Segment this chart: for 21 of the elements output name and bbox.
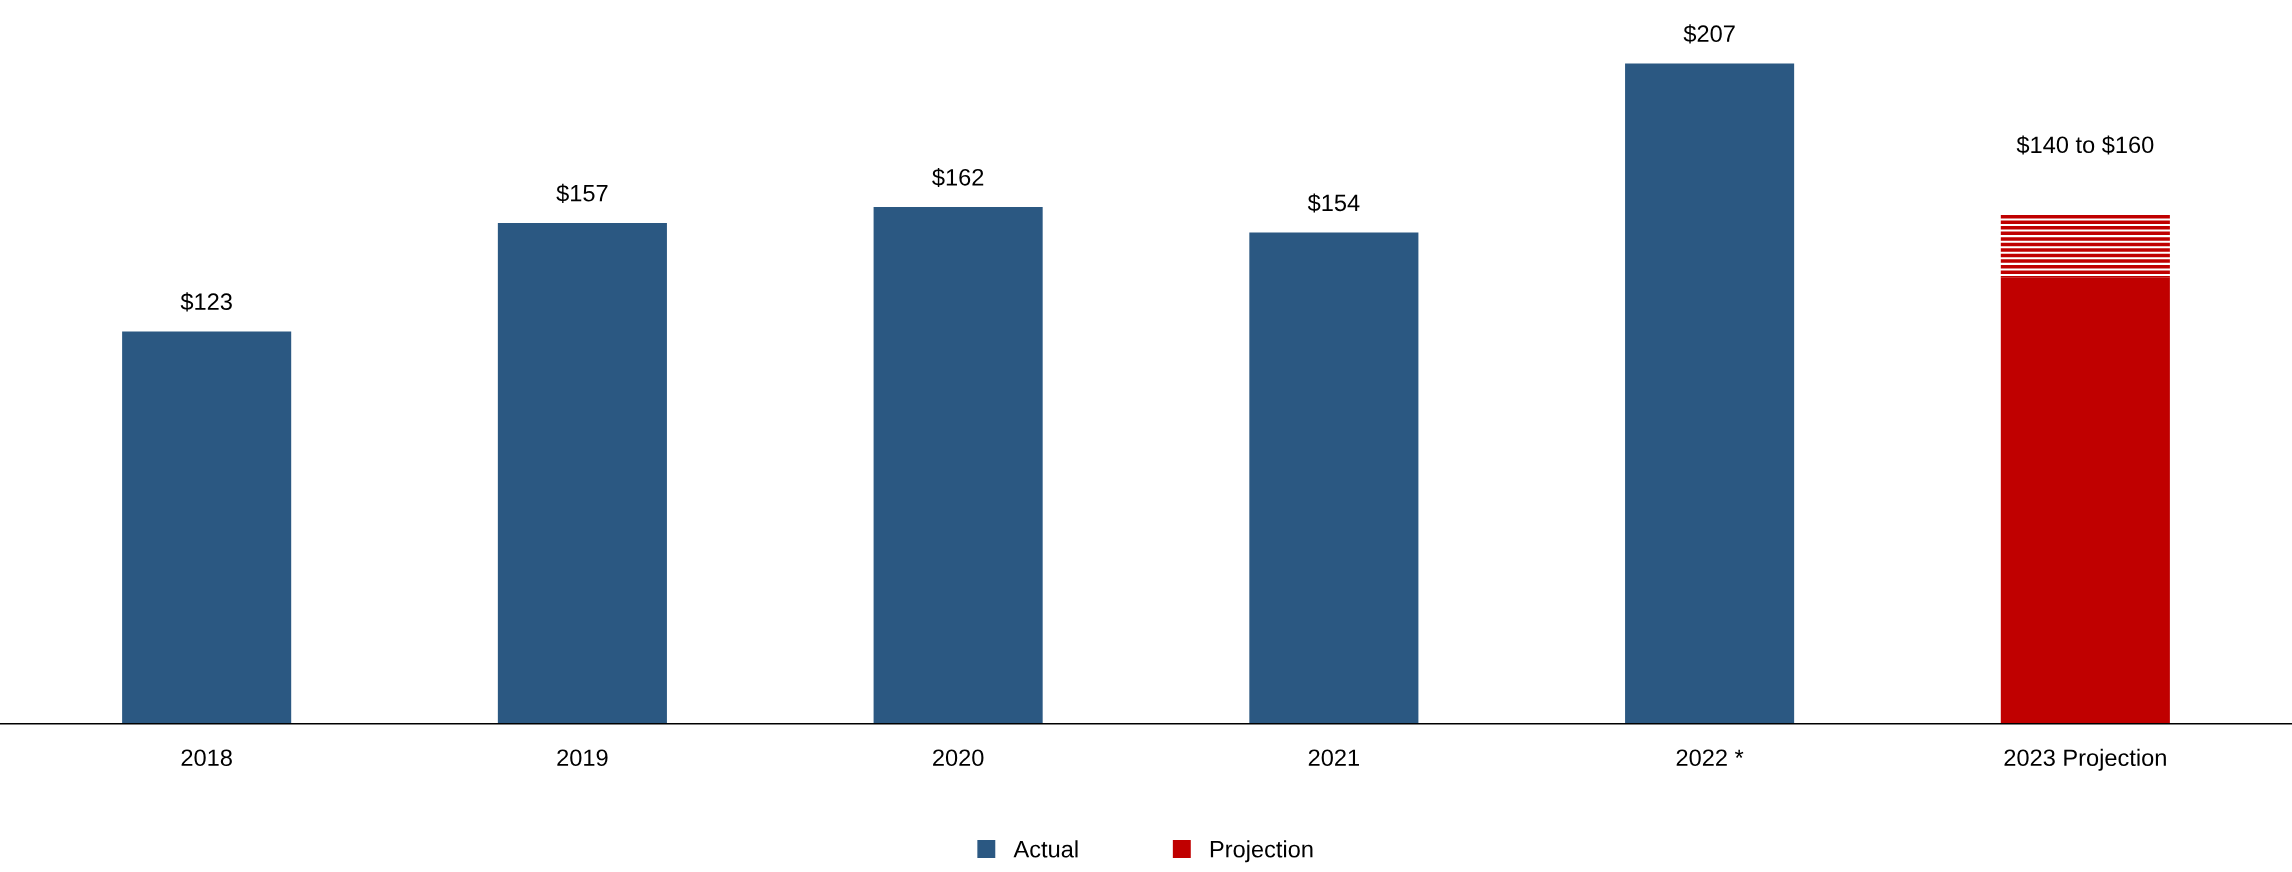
bar <box>122 331 292 724</box>
data-label: $207 <box>1683 24 1735 44</box>
data-label: $162 <box>932 167 984 188</box>
legend-label: Actual <box>1013 840 1078 858</box>
bar <box>1625 63 1795 724</box>
x-tick-label: 2020 <box>933 749 984 767</box>
x-tick-label: 2018 <box>181 749 232 767</box>
annotation: $140 to $160 <box>2016 135 2154 155</box>
x-tick-label: 2019 <box>557 749 608 767</box>
data-label: $123 <box>180 292 232 312</box>
x-tick-label: 2021 <box>1308 749 1359 767</box>
bar <box>2000 277 2170 724</box>
data-label: $157 <box>556 183 608 203</box>
x-tick-label: 2023 Projection <box>2004 748 2166 771</box>
legend-label: Projection <box>1210 840 1313 863</box>
x-tick-label: 2022 * <box>1676 749 1744 767</box>
bar <box>2000 213 2170 278</box>
bar <box>873 206 1043 724</box>
data-label: $154 <box>1307 193 1360 213</box>
bar <box>497 222 667 724</box>
bar <box>1249 232 1419 724</box>
